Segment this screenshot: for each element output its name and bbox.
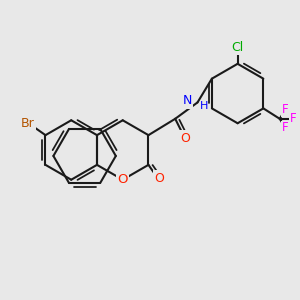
Text: O: O [181,132,190,145]
Text: F: F [282,103,288,116]
Text: O: O [154,172,164,185]
Text: O: O [118,173,128,186]
Text: Cl: Cl [232,41,244,54]
Text: F: F [282,121,288,134]
Text: H: H [200,101,208,111]
Text: Br: Br [21,117,34,130]
Text: F: F [290,112,297,125]
Text: N: N [183,94,192,107]
